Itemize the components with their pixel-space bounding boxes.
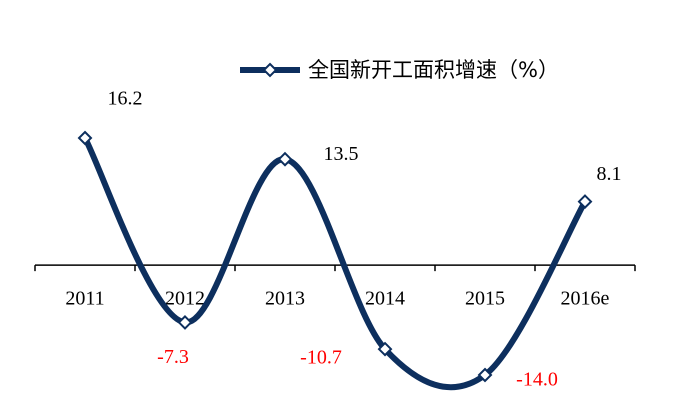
data-label: 8.1 (597, 163, 622, 185)
data-label: -10.7 (300, 347, 342, 369)
x-tick-label: 2013 (265, 288, 305, 310)
legend-label: 全国新开工面积增速（%） (308, 58, 559, 82)
marker (177, 315, 193, 330)
data-label: -14.0 (516, 369, 558, 391)
marker (277, 151, 293, 167)
x-tick-label: 2016e (561, 288, 610, 310)
x-tick-label: 2012 (165, 288, 205, 310)
data-label: 13.5 (324, 143, 359, 165)
marker (477, 367, 493, 383)
legend: 全国新开工面积增速（%） (240, 58, 559, 82)
x-tick-label: 2015 (465, 288, 505, 310)
marker (577, 194, 593, 209)
data-label: 16.2 (108, 88, 143, 110)
line (82, 136, 588, 391)
marker (77, 130, 93, 146)
x-tick-label: 2011 (65, 288, 104, 310)
legend-marker (262, 62, 278, 78)
data-label: -7.3 (157, 346, 189, 368)
x-tick-label: 2014 (365, 288, 405, 310)
marker (377, 341, 393, 357)
